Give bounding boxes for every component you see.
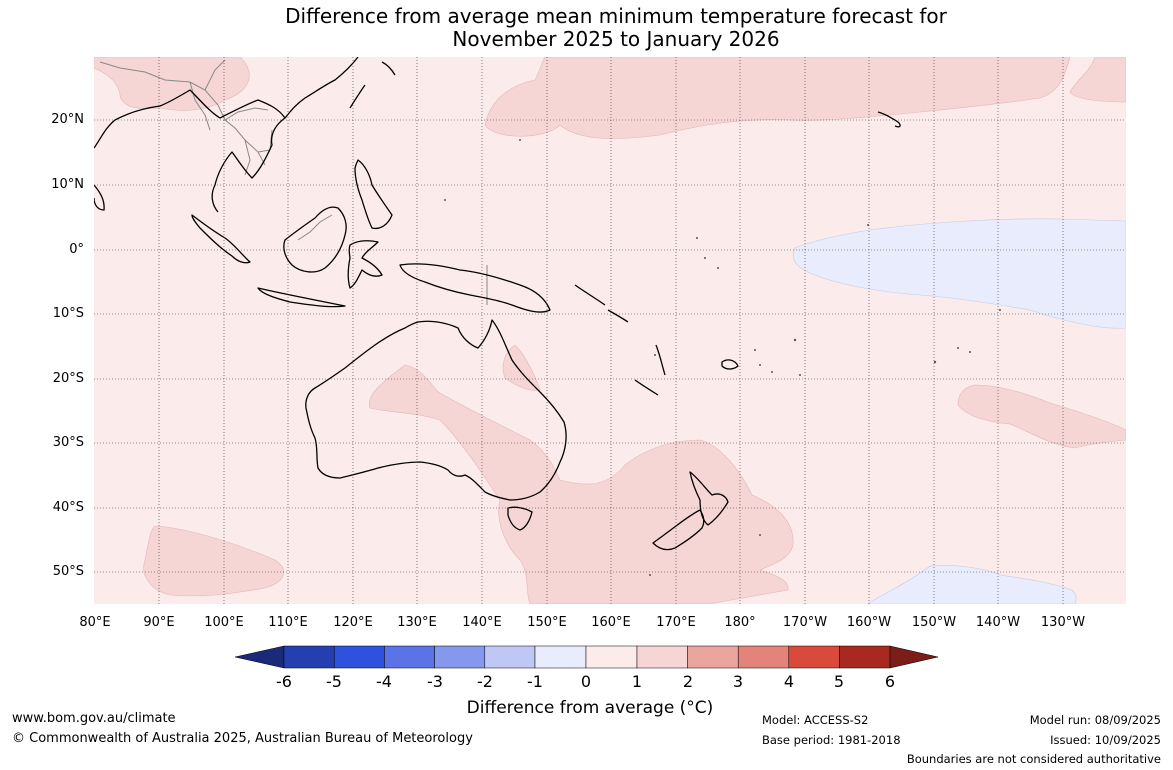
colorbar-tick-label: -4 (376, 672, 392, 691)
warm-region-southeast-pacific (957, 384, 1126, 449)
coastline-philippines (354, 159, 393, 230)
colorbar-tick-label: -5 (326, 672, 342, 691)
footer-model: Model: ACCESS-S2 (762, 713, 869, 727)
lat-label-10n: 10°N (51, 177, 84, 192)
colorbar-bin (283, 645, 335, 669)
colorbar (234, 645, 939, 669)
warm-region-north-pacific (484, 57, 1071, 139)
colorbar-bin (585, 645, 638, 669)
footer-issued: Issued: 10/09/2025 (1050, 733, 1161, 747)
lon-label-80e: 80°E (79, 615, 111, 630)
footer-base-period: Base period: 1981-2018 (762, 733, 901, 747)
coastline-southeast-asia (94, 89, 286, 213)
coastline-china (284, 57, 359, 119)
coastline-new-guinea (399, 263, 551, 313)
lon-label-150w: 150°W (911, 615, 957, 630)
colorbar-tick-label: 1 (631, 672, 643, 691)
lat-label-20s: 20°S (52, 371, 84, 386)
colorbar-bin (737, 645, 790, 669)
lon-label-150e: 150°E (527, 615, 567, 630)
lat-label-0: 0° (69, 242, 84, 257)
colorbar-bin (384, 645, 435, 669)
colorbar-tick-label: -3 (427, 672, 443, 691)
lat-label-20n: 20°N (51, 112, 84, 127)
lat-label-10s: 10°S (52, 306, 84, 321)
lon-label-160e: 160°E (591, 615, 631, 630)
coastline-new-caledonia (634, 379, 659, 396)
warm-region-coral-sea (502, 344, 541, 391)
colorbar-bin (333, 645, 385, 669)
coastline-sumatra (191, 214, 251, 264)
colorbar-tick-label: 3 (732, 672, 744, 691)
colorbar-extend-low (234, 645, 285, 669)
coastline-india (94, 184, 105, 211)
colorbar-bin (534, 645, 587, 669)
coastline-vanuatu (655, 344, 666, 376)
colorbar-tick-label: -1 (527, 672, 543, 691)
lon-label-130e: 130°E (397, 615, 437, 630)
warm-region-northeast (1069, 57, 1126, 103)
cool-region-equatorial-pacific (792, 218, 1126, 329)
colorbar-tick-label: 0 (580, 672, 592, 691)
colorbar-bin (788, 645, 840, 669)
footer-model-run: Model run: 08/09/2025 (1029, 713, 1161, 727)
coastline-hawaii (877, 111, 901, 128)
colorbar-tick-label: 6 (884, 672, 896, 691)
colorbar-tick-label: -6 (276, 672, 292, 691)
lon-label-110e: 110°E (268, 615, 308, 630)
lon-label-170e: 170°E (656, 615, 696, 630)
pacific-islands (444, 139, 1001, 576)
lon-label-100e: 100°E (204, 615, 244, 630)
footer-url: www.bom.gov.au/climate (12, 711, 176, 726)
graticule (94, 57, 1126, 604)
colorbar-tick-label: -2 (477, 672, 493, 691)
coastline-borneo (283, 206, 347, 273)
lat-label-40s: 40°S (52, 500, 84, 515)
borneo-border (297, 214, 333, 241)
footer-copyright: © Commonwealth of Australia 2025, Austra… (12, 731, 473, 746)
lon-label-120e: 120°E (333, 615, 373, 630)
coastline-java (257, 287, 346, 308)
map-title-line2: November 2025 to January 2026 (452, 27, 780, 51)
coastline-solomons (574, 284, 629, 323)
lon-label-90e: 90°E (143, 615, 175, 630)
coastline-new-zealand-north (689, 471, 729, 526)
coastline-new-zealand-south (652, 509, 705, 551)
footer-disclaimer: Boundaries are not considered authoritat… (906, 752, 1161, 766)
lat-label-50s: 50°S (52, 564, 84, 579)
colorbar-tick-label: 2 (682, 672, 694, 691)
colorbar-tick-label: 5 (833, 672, 845, 691)
coastline-sulawesi (347, 240, 383, 289)
lon-label-180: 180° (724, 615, 756, 630)
warm-region-australia (368, 364, 794, 604)
coastline-australia (305, 319, 567, 501)
colorbar-title: Difference from average (°C) (466, 698, 714, 718)
lat-label-30s: 30°S (52, 435, 84, 450)
colorbar-bin (484, 645, 536, 669)
colorbar-bin (636, 645, 688, 669)
cool-region-southern-ocean (867, 565, 1077, 604)
asia-borders (99, 59, 273, 176)
warm-region-southwest (143, 525, 284, 597)
lon-label-140w: 140°W (975, 615, 1021, 630)
colorbar-extend-high (889, 645, 939, 669)
coastline-taiwan-japan (349, 61, 396, 109)
colorbar-tick-label: 4 (783, 672, 795, 691)
colorbar-bin (839, 645, 891, 669)
lon-label-130w: 130°W (1040, 615, 1086, 630)
lon-label-140e: 140°E (462, 615, 502, 630)
coastline-fiji (721, 359, 739, 370)
lon-label-170w: 170°W (782, 615, 828, 630)
lon-label-160w: 160°W (846, 615, 892, 630)
map-title-line1: Difference from average mean minimum tem… (285, 4, 947, 28)
colorbar-bin (687, 645, 739, 669)
colorbar-bin (434, 645, 486, 669)
